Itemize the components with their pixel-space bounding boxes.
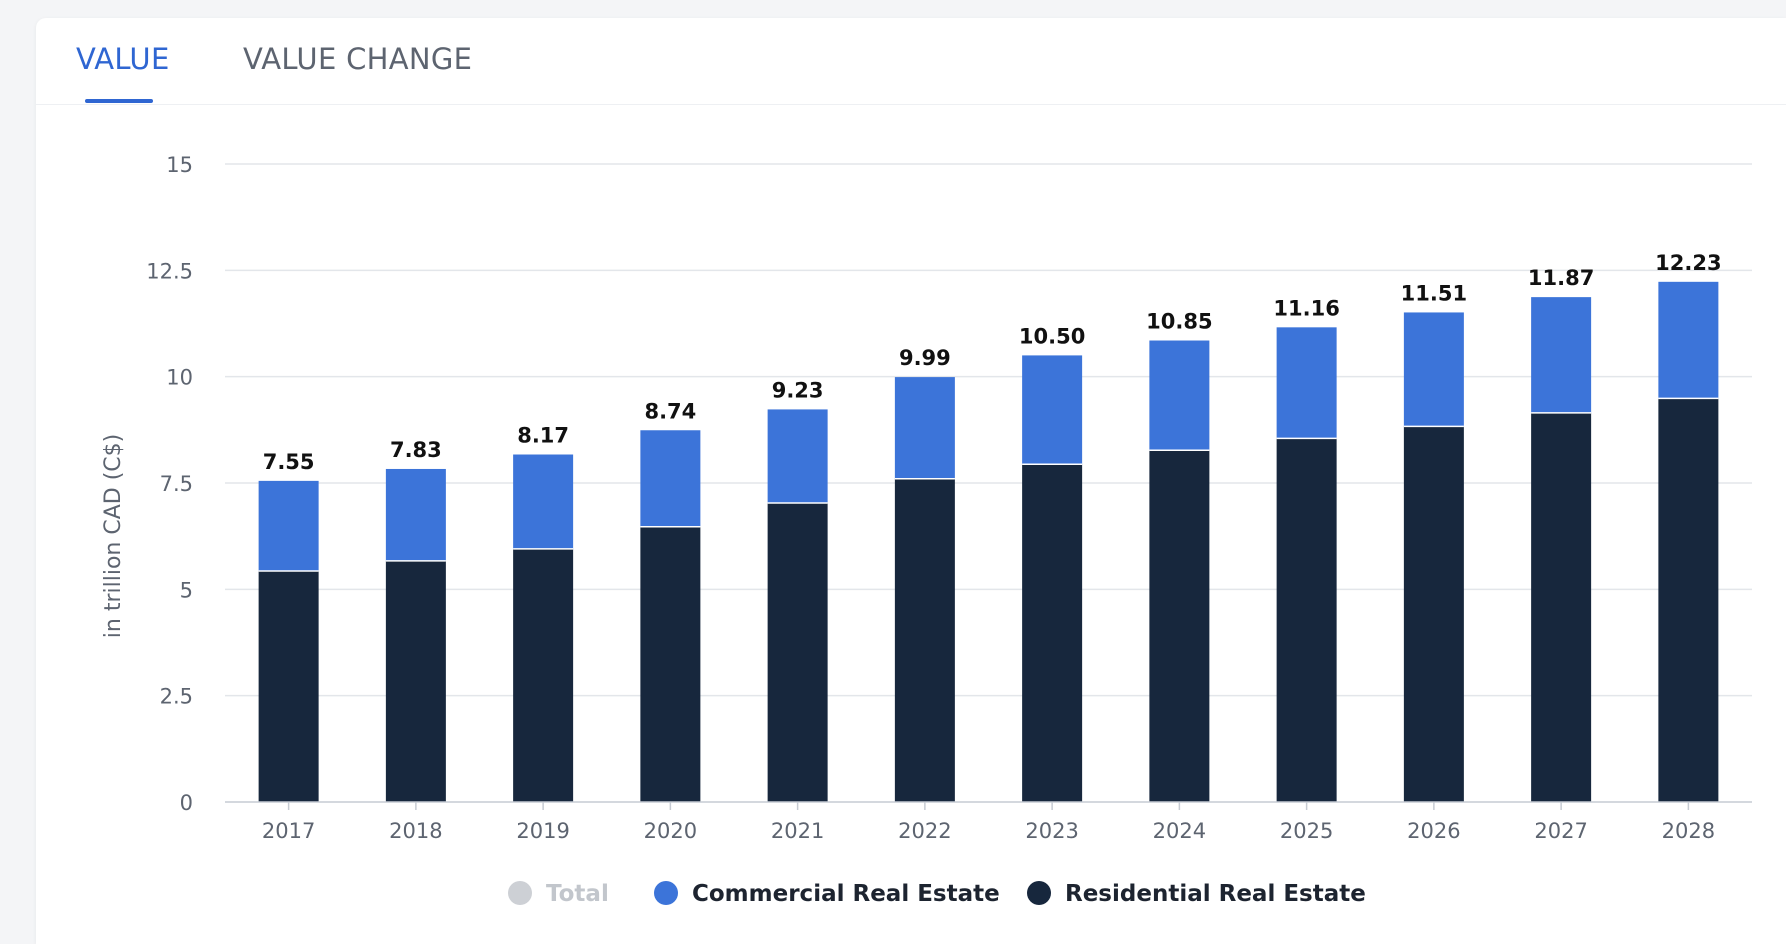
legend-label: Total: [546, 881, 609, 907]
total-label: 10.85: [1146, 310, 1212, 334]
total-label: 8.17: [517, 424, 569, 448]
y-tick-label: 2.5: [160, 685, 193, 709]
bar-residential: [894, 478, 955, 802]
tab-value-change[interactable]: VALUE CHANGE: [243, 42, 473, 76]
y-tick-label: 7.5: [160, 472, 193, 496]
x-axis-ticks: 2017 2018 2019 2020 2021 2022 2023 2024 2025 2026…: [262, 802, 1715, 843]
y-tick-label: 0: [180, 791, 193, 815]
legend-label: Residential Real Estate: [1065, 881, 1366, 907]
gridlines: [225, 163, 1752, 697]
bar-commercial: [385, 468, 446, 561]
bars: [258, 281, 1719, 802]
x-tick-label: 2020: [644, 819, 697, 843]
y-tick-label: 10: [166, 366, 193, 390]
total-label: 12.23: [1655, 251, 1721, 275]
bar-residential: [1276, 438, 1337, 802]
bar-residential: [1149, 450, 1210, 802]
tab-bar: VALUE VALUE CHANGE: [36, 18, 1786, 105]
bar-residential: [640, 526, 701, 802]
x-tick-label: 2023: [1025, 819, 1078, 843]
bar-commercial: [640, 430, 701, 527]
legend-marker: [508, 881, 532, 905]
x-tick-label: 2027: [1534, 819, 1587, 843]
x-tick-label: 2021: [771, 819, 824, 843]
bar-residential: [1022, 464, 1083, 802]
legend-label: Commercial Real Estate: [692, 881, 1000, 907]
total-label: 11.87: [1528, 266, 1594, 290]
legend-marker: [1027, 881, 1051, 905]
total-label: 10.50: [1019, 324, 1085, 348]
x-tick-label: 2024: [1153, 819, 1206, 843]
total-label: 9.23: [772, 378, 824, 402]
x-tick-label: 2018: [389, 819, 442, 843]
tab-value[interactable]: VALUE: [76, 42, 170, 76]
active-tab-indicator: [85, 99, 153, 103]
legend: Total Commercial Real Estate Residential R…: [508, 881, 1366, 907]
y-axis-ticks: 0 2.5 5 7.5 10 12.5 15: [146, 153, 193, 815]
bar-commercial: [767, 409, 828, 503]
legend-item-total[interactable]: Total: [508, 881, 609, 907]
bar-commercial: [1531, 297, 1592, 413]
total-label: 9.99: [899, 346, 951, 370]
x-tick-label: 2017: [262, 819, 315, 843]
legend-item-residential[interactable]: Residential Real Estate: [1027, 881, 1366, 907]
legend-marker: [654, 881, 678, 905]
bar-commercial: [513, 454, 574, 549]
bar-commercial: [1022, 355, 1083, 465]
bar-residential: [385, 560, 446, 802]
total-label: 7.83: [390, 438, 442, 462]
bar-commercial: [894, 377, 955, 479]
bar-residential: [1403, 426, 1464, 802]
bar-residential: [1658, 398, 1719, 802]
bar-residential: [258, 571, 319, 802]
total-label: 11.16: [1273, 296, 1339, 320]
x-tick-label: 2025: [1280, 819, 1333, 843]
x-tick-label: 2022: [898, 819, 951, 843]
y-axis-label: in trillion CAD (C$): [101, 434, 126, 638]
x-tick-label: 2026: [1407, 819, 1460, 843]
y-tick-label: 12.5: [146, 259, 193, 283]
total-label: 7.55: [263, 450, 315, 474]
total-label: 11.51: [1401, 281, 1467, 305]
bar-commercial: [1276, 327, 1337, 439]
bar-residential: [1531, 412, 1592, 802]
legend-item-commercial[interactable]: Commercial Real Estate: [654, 881, 1000, 907]
x-tick-label: 2019: [516, 819, 569, 843]
y-tick-label: 15: [166, 153, 193, 177]
bar-commercial: [1403, 312, 1464, 427]
x-tick-label: 2028: [1662, 819, 1715, 843]
total-labels: 7.55 7.83 8.17 8.74 9.23 9.99 10.50 10.85 11.16 1…: [263, 251, 1722, 474]
bar-commercial: [258, 480, 319, 572]
y-tick-label: 5: [180, 578, 193, 602]
bar-commercial: [1658, 281, 1719, 399]
bar-residential: [767, 502, 828, 802]
bar-commercial: [1149, 340, 1210, 451]
total-label: 8.74: [644, 399, 696, 423]
bar-residential: [513, 548, 574, 802]
